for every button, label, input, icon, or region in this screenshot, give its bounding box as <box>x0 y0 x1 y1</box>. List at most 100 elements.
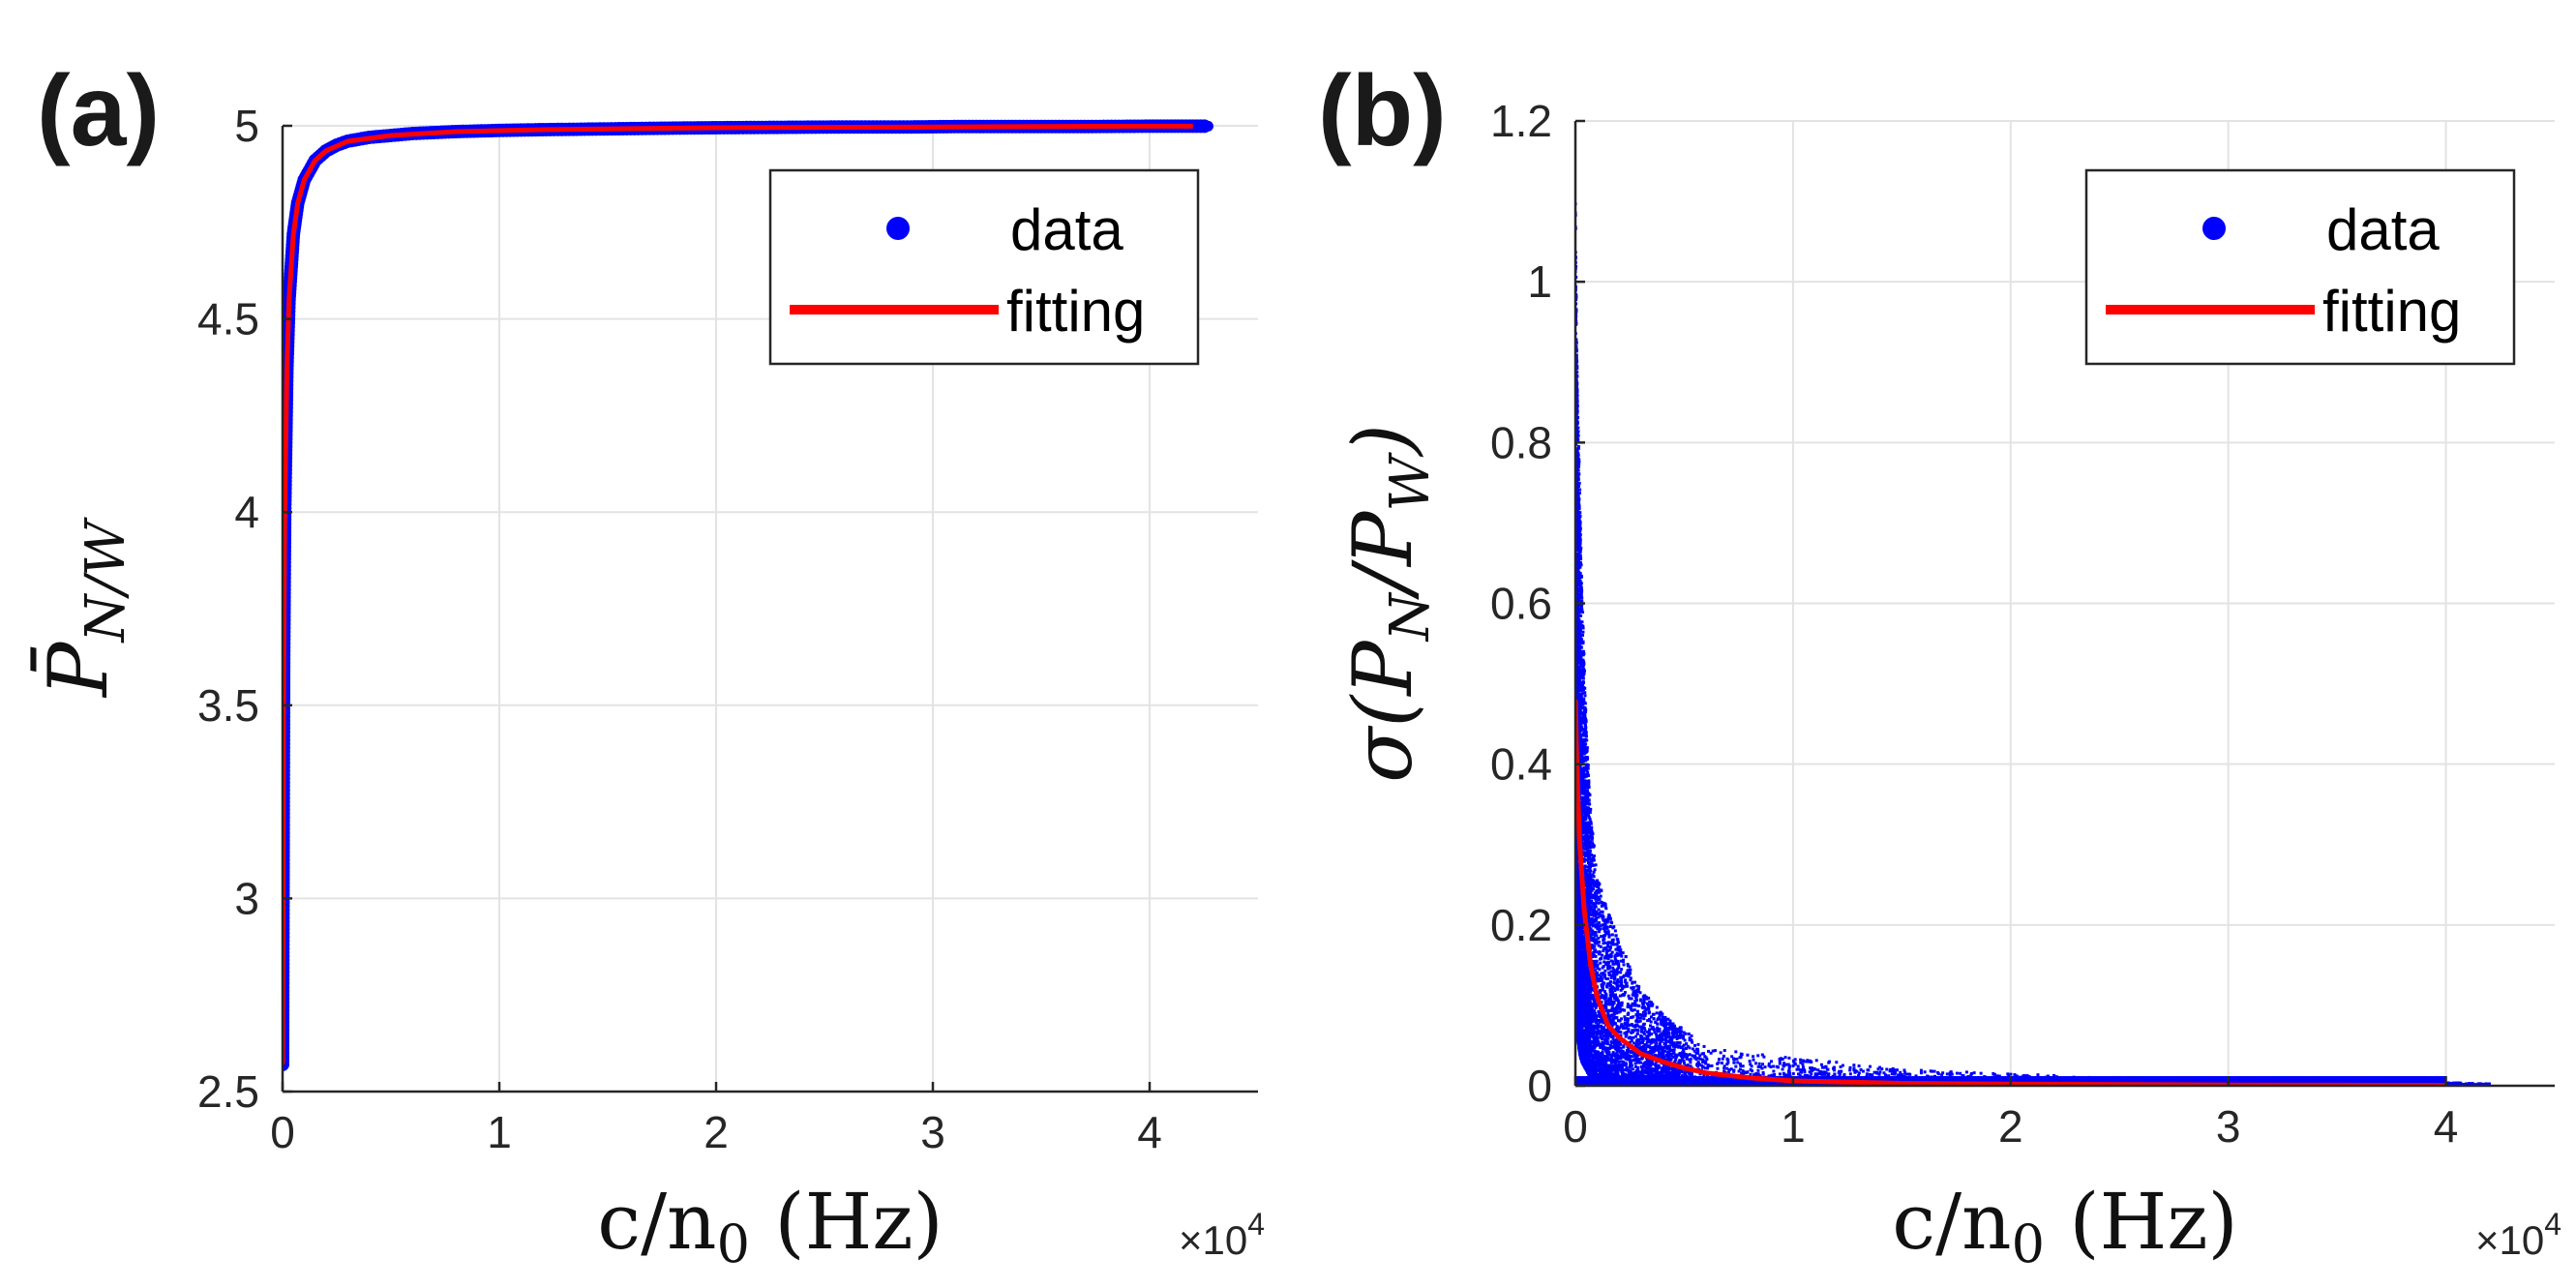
data-point <box>1583 691 1587 695</box>
data-point <box>1582 955 1586 959</box>
data-point <box>1576 508 1580 512</box>
data-point <box>1578 533 1582 537</box>
data-point <box>1583 1003 1587 1006</box>
data-point <box>1578 556 1582 560</box>
data-point <box>1575 688 1579 692</box>
data-point <box>1576 506 1580 510</box>
data-point <box>1581 759 1585 763</box>
data-point <box>1578 626 1582 630</box>
data-point <box>1578 670 1582 674</box>
data-point <box>1577 636 1581 640</box>
data-point <box>1580 716 1584 720</box>
data-point <box>1581 711 1585 715</box>
data-point <box>1578 779 1582 783</box>
data-point <box>1577 499 1581 503</box>
data-point <box>1577 460 1581 464</box>
data-point <box>1582 650 1586 654</box>
y-tick-label: 4.5 <box>197 294 259 344</box>
data-point <box>1578 529 1582 533</box>
data-point <box>1581 716 1585 720</box>
data-point <box>1575 449 1578 453</box>
data-point <box>1202 120 1213 132</box>
data-point <box>1582 705 1586 709</box>
data-point <box>1575 394 1579 398</box>
data-point <box>1575 526 1578 530</box>
data-point <box>1576 1021 1580 1025</box>
data-point <box>1579 582 1583 585</box>
data-point <box>1575 919 1578 923</box>
data-point <box>1578 635 1582 639</box>
data-point <box>1581 799 1585 803</box>
data-point <box>1581 630 1585 634</box>
data-point <box>1581 992 1585 996</box>
data-point <box>1575 880 1579 884</box>
data-point <box>1576 947 1580 951</box>
data-point <box>1575 631 1579 635</box>
data-point <box>1575 421 1579 425</box>
data-point <box>1575 976 1579 980</box>
data-point <box>1580 973 1584 976</box>
data-point <box>1575 461 1579 464</box>
data-point <box>1575 968 1579 972</box>
data-point <box>1575 930 1578 934</box>
data-point <box>1582 873 1586 877</box>
data-point <box>1576 488 1580 492</box>
data-point <box>1578 783 1582 787</box>
data-point <box>1575 561 1579 565</box>
data-point <box>1578 913 1582 916</box>
data-point <box>1576 598 1580 602</box>
data-point <box>1579 901 1583 905</box>
data-point <box>1578 657 1582 661</box>
data-point <box>1581 1008 1585 1012</box>
data-point <box>1582 1016 1586 1020</box>
data-point <box>1577 484 1581 488</box>
data-point <box>1583 965 1587 969</box>
data-point <box>1577 463 1581 466</box>
y-tick-label: 3 <box>234 873 259 923</box>
data-point <box>1580 596 1584 600</box>
data-point <box>1580 718 1584 722</box>
data-point <box>1577 649 1581 653</box>
data-point <box>1575 359 1578 363</box>
data-point <box>1578 936 1582 940</box>
data-point <box>1578 704 1582 708</box>
data-point <box>1582 828 1586 832</box>
data-point <box>1576 554 1580 558</box>
data-point <box>1578 960 1582 964</box>
data-point <box>1578 1003 1582 1006</box>
data-point <box>1576 608 1580 612</box>
data-point <box>1580 796 1584 800</box>
x-axis-label-subscript: 0 <box>717 1213 750 1274</box>
data-point <box>1584 952 1588 956</box>
data-point <box>1582 718 1586 722</box>
data-point <box>1578 1010 1582 1014</box>
data-point <box>1582 737 1586 741</box>
data-point <box>1582 1020 1586 1024</box>
data-point <box>1583 1033 1587 1036</box>
data-point <box>1580 608 1584 612</box>
data-point <box>1579 604 1583 608</box>
x-axis-label: c/n0 (Hz) <box>597 1177 943 1274</box>
data-point <box>1581 743 1585 747</box>
data-point <box>1575 400 1579 404</box>
data-point <box>1576 538 1580 542</box>
data-point <box>1575 906 1579 910</box>
data-point <box>1580 728 1584 732</box>
data-point <box>1582 768 1586 772</box>
data-point <box>1576 492 1580 495</box>
data-point <box>1583 818 1587 822</box>
data-point <box>1582 851 1586 854</box>
data-point <box>1580 725 1584 729</box>
data-point <box>1580 985 1584 989</box>
data-point <box>1577 546 1581 550</box>
data-point <box>1576 453 1580 457</box>
data-point <box>1584 816 1588 820</box>
data-point <box>1582 935 1586 939</box>
data-point <box>1578 902 1582 906</box>
data-point <box>1583 853 1587 856</box>
data-point <box>1576 415 1580 419</box>
x-tick-label: 0 <box>270 1107 295 1157</box>
data-point <box>1576 510 1580 514</box>
data-point <box>1578 550 1582 554</box>
data-point <box>1578 767 1582 771</box>
